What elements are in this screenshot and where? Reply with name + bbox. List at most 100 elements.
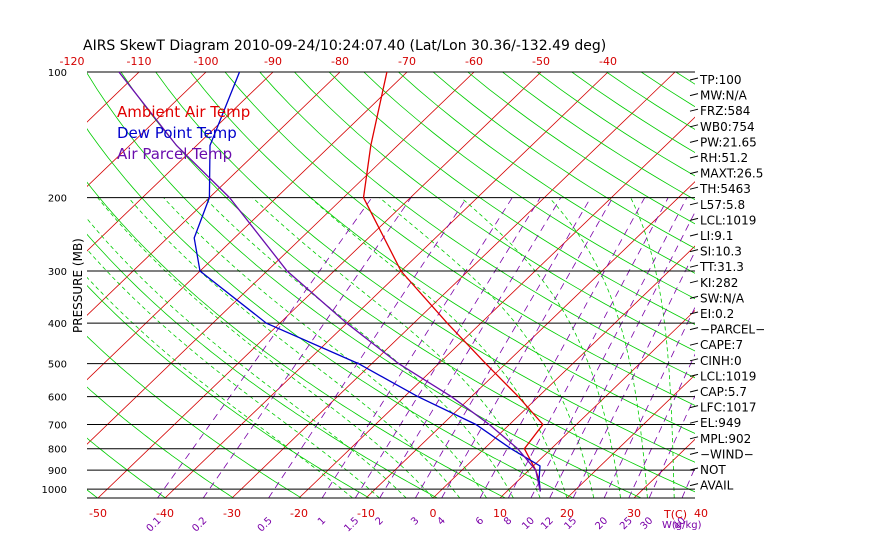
pressure-tick-label: 300 — [48, 267, 67, 278]
dewpoint-line — [193, 72, 541, 492]
dry-adiabat-line — [87, 72, 642, 498]
mixing-ratio-tick-label: 10 — [520, 515, 537, 532]
top-temp-ticks: -120 -110 -100 -90 -80 -70 -60 -50 -40 — [60, 55, 617, 68]
top-temp-tick-label: -60 — [465, 55, 483, 68]
stat-item: LI:9.1 — [700, 229, 733, 243]
mixing-ratio-line — [321, 197, 513, 498]
stat-item: LCL:1019 — [700, 369, 756, 383]
stat-tick — [689, 436, 699, 440]
bottom-temp-tick-label: -30 — [223, 507, 241, 520]
stat-item: MW:N/A — [700, 89, 748, 103]
dry-adiabat-line — [502, 72, 695, 201]
stat-item: TT:31.3 — [699, 260, 744, 274]
mixing-ratio-line — [202, 197, 412, 498]
isobars — [87, 71, 695, 499]
mixing-ratio-tick-label: 6 — [474, 515, 486, 527]
stat-item: MAXT:26.5 — [700, 167, 763, 181]
isotherm-line — [768, 72, 870, 498]
moist-adiabat-line — [549, 197, 648, 498]
stat-tick — [689, 124, 699, 128]
dry-adiabat-line — [0, 72, 30, 498]
stat-tick — [689, 93, 699, 97]
mixing-ratio-tick-label: 1 — [316, 515, 328, 527]
mixing-ratio-tick-label: 4 — [436, 515, 448, 527]
profiles — [118, 72, 544, 492]
dry-adiabat-line — [87, 181, 506, 498]
stat-item: NOT — [700, 463, 726, 477]
bottom-temp-tick-label: 40 — [694, 507, 708, 520]
isotherm-line — [0, 72, 72, 498]
isotherm-line — [87, 72, 274, 252]
mixing-ratio-line — [354, 197, 541, 498]
bottom-temp-tick-label: -50 — [89, 507, 107, 520]
stat-tick — [689, 311, 699, 315]
stat-item: SI:10.3 — [700, 245, 742, 259]
dry-adiabat-line — [294, 72, 695, 352]
stat-item: CAP:5.7 — [700, 385, 747, 399]
pressure-tick-label: 500 — [48, 360, 67, 371]
isotherm-line — [87, 72, 408, 381]
mixing-ratio-tick-label: 12 — [539, 515, 556, 532]
stat-tick — [689, 171, 699, 175]
isotherm-line — [87, 72, 475, 445]
dry-adiabat-line — [224, 72, 695, 406]
top-temp-tick-label: -40 — [599, 55, 617, 68]
y-axis-label: PRESSURE (MB) — [71, 238, 85, 333]
isotherm-line — [365, 181, 695, 498]
mix-unit-label: W(g/kg) — [662, 520, 702, 531]
top-temp-tick-label: -90 — [264, 55, 282, 68]
mixing-ratio-tick-label: 2 — [374, 515, 386, 527]
stat-item: EI:0.2 — [700, 307, 734, 321]
dry-adiabat-line — [363, 72, 695, 300]
dry-adiabat-line — [87, 335, 302, 498]
isotherm-line — [97, 72, 542, 498]
dry-adiabat-line — [87, 233, 438, 498]
stat-tick — [689, 451, 699, 455]
dry-adiabat-line — [849, 72, 870, 498]
stat-item: CAPE:7 — [700, 338, 743, 352]
stat-item: EL:949 — [700, 416, 741, 430]
moist-adiabat-line — [87, 276, 353, 498]
legend: Ambient Air Temp Dew Point Temp Air Parcel… — [117, 103, 250, 163]
bottom-temp-tick-label: 0 — [430, 507, 437, 520]
pressure-tick-label: 1000 — [42, 485, 67, 496]
pressure-tick-label: 200 — [48, 194, 67, 205]
dry-adiabat-line — [190, 72, 695, 434]
stat-item: L57:5.8 — [700, 198, 745, 212]
moist-adiabat-line — [252, 197, 541, 498]
top-temp-tick-label: -110 — [127, 55, 152, 68]
dry-adiabat-line — [87, 437, 166, 498]
legend-entry: Dew Point Temp — [117, 124, 237, 142]
mixing-ratio-line — [507, 197, 669, 498]
isotherm-line — [87, 72, 207, 188]
legend-entry: Ambient Air Temp — [117, 103, 250, 121]
stat-item: −WIND− — [700, 447, 754, 461]
pressure-tick-label: 100 — [48, 68, 67, 79]
pressure-tick-label: 600 — [48, 393, 67, 404]
mixing-ratio-tick-label: 0.5 — [256, 515, 275, 534]
mixing-ratio-line — [379, 197, 562, 498]
stat-tick — [689, 420, 699, 424]
bottom-temp-tick-label: -40 — [156, 507, 174, 520]
mixing-ratio-line — [415, 197, 592, 498]
stat-tick — [689, 217, 699, 221]
stat-item: FRZ:584 — [700, 104, 750, 118]
stat-item: CINH:0 — [700, 354, 742, 368]
mixing-ratio-tick-label: 0.2 — [190, 515, 209, 534]
stat-item: PW:21.65 — [700, 135, 757, 149]
mixing-ratio-line — [157, 197, 373, 498]
mixing-ratio-tick-label: 20 — [593, 515, 610, 532]
dry-adiabat-line — [328, 72, 695, 326]
dry-adiabat-line — [87, 284, 370, 498]
stat-tick — [689, 77, 699, 81]
stat-item: MPL:902 — [700, 432, 751, 446]
stat-tick — [689, 233, 699, 237]
bottom-temp-tick-label: -10 — [357, 507, 375, 520]
stat-item: RH:51.2 — [700, 151, 748, 165]
bottom-temp-ticks: -50 -40 -30 -20 -10 0 10 20 30 40 — [89, 507, 708, 520]
top-temp-tick-label: -100 — [194, 55, 219, 68]
isotherm-line — [432, 245, 695, 498]
isotherm-line — [499, 309, 695, 498]
stat-tick — [689, 155, 699, 159]
stat-item: AVAIL — [700, 479, 734, 493]
